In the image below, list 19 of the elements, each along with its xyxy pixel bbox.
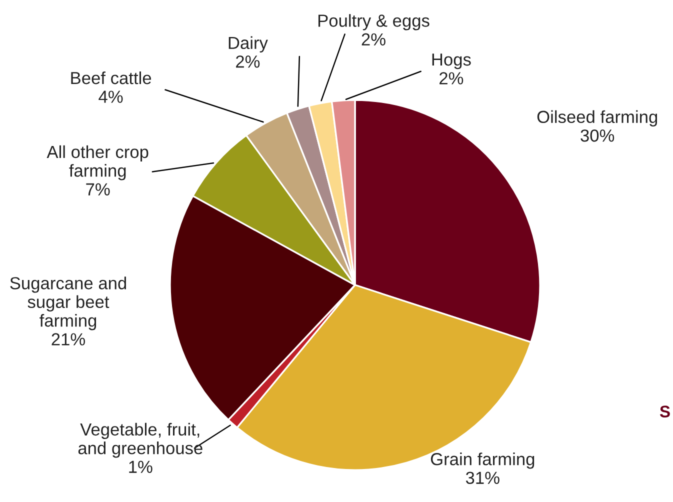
slice-label: Oilseed farming (537, 110, 658, 126)
data-label: 2% (362, 33, 386, 46)
data-label: 2% (236, 55, 260, 68)
data-label: 21% (52, 333, 86, 346)
data-label: 7% (86, 183, 110, 196)
data-label: 30% (580, 129, 614, 142)
data-label: 4% (98, 90, 123, 103)
data-label: 1% (129, 460, 152, 473)
data-label: 31% (466, 472, 500, 484)
slice-label: Beef cattle (71, 71, 152, 84)
slice-label: Poultry & eggs (318, 14, 430, 30)
slice-label: Grain farming (430, 452, 534, 469)
text: S (660, 406, 670, 418)
data-label: 2% (440, 72, 464, 84)
slice-label: Vegetable, fruit, and greenhouse (78, 422, 202, 458)
slice-label: Dairy (228, 36, 268, 52)
slice-label: Sugarcane and sugar beet farming (10, 276, 126, 330)
slice-label: Hogs (432, 54, 471, 70)
slice-label: All other crop farming (46, 145, 148, 180)
